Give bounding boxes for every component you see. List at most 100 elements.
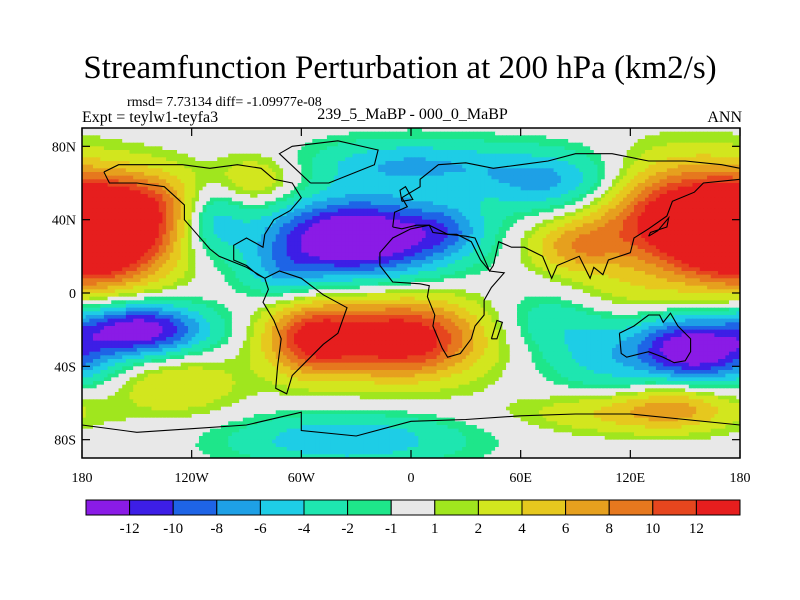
field-cell — [144, 197, 149, 202]
field-cell — [626, 135, 631, 140]
field-cell — [250, 161, 255, 166]
field-cell — [283, 135, 288, 140]
field-cell — [363, 219, 368, 224]
field-cell — [681, 197, 686, 202]
field-cell — [560, 164, 566, 169]
field-cell — [542, 157, 547, 162]
field-cell — [268, 179, 273, 184]
field-cell — [279, 168, 284, 173]
field-cell — [703, 194, 708, 199]
field-cell — [633, 223, 639, 228]
field-cell — [326, 150, 332, 155]
field-cell — [714, 131, 719, 136]
field-cell — [443, 139, 449, 144]
field-cell — [334, 212, 339, 217]
field-cell — [509, 190, 514, 195]
field-cell — [619, 157, 624, 162]
field-cell — [158, 139, 164, 144]
field-cell — [235, 183, 240, 188]
field-cell — [228, 128, 233, 133]
field-cell — [736, 164, 740, 169]
field-cell — [337, 201, 343, 206]
field-cell — [571, 183, 577, 188]
field-cell — [85, 139, 90, 144]
field-cell — [476, 197, 482, 202]
field-cell — [506, 205, 511, 210]
field-cell — [319, 201, 324, 206]
field-cell — [480, 197, 485, 202]
field-cell — [213, 161, 218, 166]
field-cell — [575, 186, 580, 191]
field-cell — [655, 186, 661, 191]
field-cell — [392, 216, 397, 221]
field-cell — [367, 172, 372, 177]
field-cell — [681, 146, 686, 151]
field-cell — [261, 135, 266, 140]
field-cell — [560, 208, 566, 213]
field-cell — [337, 205, 343, 210]
field-cell — [608, 150, 613, 155]
field-cell — [648, 139, 653, 144]
field-cell — [246, 146, 251, 151]
field-cell — [92, 153, 98, 158]
field-cell — [319, 128, 324, 133]
field-cell — [440, 212, 445, 217]
field-cell — [374, 179, 379, 184]
field-cell — [326, 172, 332, 177]
field-cell — [286, 142, 291, 147]
field-cell — [688, 175, 694, 180]
field-cell — [447, 186, 452, 191]
field-cell — [389, 135, 394, 140]
field-cell — [169, 227, 174, 232]
field-cell — [136, 201, 142, 206]
field-cell — [549, 219, 555, 224]
field-cell — [418, 216, 423, 221]
field-cell — [144, 146, 149, 151]
field-cell — [524, 168, 529, 173]
field-cell — [623, 128, 628, 133]
field-cell — [158, 186, 164, 191]
field-cell — [414, 227, 419, 232]
field-cell — [411, 183, 416, 188]
field-cell — [454, 128, 460, 133]
field-cell — [144, 205, 149, 210]
field-cell — [432, 183, 438, 188]
field-cell — [304, 186, 310, 191]
field-cell — [718, 212, 723, 217]
field-cell — [633, 183, 639, 188]
field-cell — [213, 135, 218, 140]
field-cell — [220, 150, 226, 155]
field-cell — [659, 175, 664, 180]
field-cell — [509, 135, 514, 140]
field-cell — [568, 146, 573, 151]
field-cell — [465, 205, 471, 210]
field-cell — [275, 216, 280, 221]
field-cell — [729, 190, 734, 195]
field-cell — [356, 212, 361, 217]
field-cell — [385, 168, 390, 173]
field-cell — [304, 205, 310, 210]
field-cell — [323, 227, 328, 232]
field-cell — [312, 179, 317, 184]
field-cell — [506, 153, 511, 158]
field-cell — [147, 153, 153, 158]
field-cell — [425, 139, 430, 144]
field-cell — [725, 223, 730, 228]
field-cell — [436, 183, 441, 188]
field-cell — [374, 219, 379, 224]
field-cell — [451, 190, 456, 195]
field-cell — [242, 168, 248, 173]
field-cell — [681, 219, 686, 224]
field-cell — [114, 183, 120, 188]
field-cell — [411, 146, 416, 151]
field-cell — [275, 150, 280, 155]
field-cell — [604, 168, 609, 173]
field-cell — [685, 153, 690, 158]
field-cell — [707, 208, 712, 213]
field-cell — [191, 179, 196, 184]
field-cell — [546, 153, 551, 158]
field-cell — [721, 146, 726, 151]
field-cell — [659, 161, 664, 166]
field-cell — [549, 135, 555, 140]
field-cell — [275, 164, 280, 169]
